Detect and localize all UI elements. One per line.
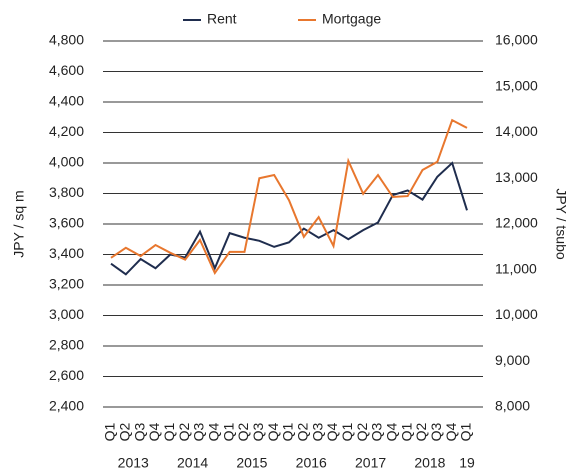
y-tick-label: 3,600 bbox=[49, 215, 84, 231]
y-axis-label: JPY / sq m bbox=[11, 190, 27, 257]
y2-tick-label: 13,000 bbox=[495, 169, 538, 185]
x-tick-label: Q4 bbox=[265, 422, 281, 441]
year-label: 19 bbox=[459, 455, 475, 471]
x-tick-label: Q4 bbox=[206, 422, 222, 441]
year-label: 2017 bbox=[355, 455, 386, 471]
x-tick-label: Q1 bbox=[339, 422, 355, 441]
x-tick-label: Q3 bbox=[309, 422, 325, 441]
y-tick-label: 3,200 bbox=[49, 276, 84, 292]
x-tick-label: Q1 bbox=[458, 422, 474, 441]
y-tick-label: 4,800 bbox=[49, 32, 84, 48]
y2-tick-label: 16,000 bbox=[495, 32, 538, 48]
y2-tick-label: 15,000 bbox=[495, 77, 538, 93]
x-tick-label: Q2 bbox=[176, 422, 192, 441]
y-tick-label: 4,400 bbox=[49, 93, 84, 109]
x-tick-label: Q2 bbox=[235, 422, 251, 441]
y2-tick-label: 11,000 bbox=[495, 260, 537, 276]
y-tick-label: 3,000 bbox=[49, 306, 84, 322]
x-tick-label: Q1 bbox=[398, 422, 414, 441]
y-tick-label: 3,400 bbox=[49, 245, 84, 261]
y2-tick-label: 8,000 bbox=[495, 398, 530, 414]
x-tick-label: Q3 bbox=[428, 422, 444, 441]
y2-tick-label: 12,000 bbox=[495, 215, 538, 231]
y2-axis-label: JPY / tsubo bbox=[553, 188, 566, 260]
x-tick-label: Q1 bbox=[280, 422, 296, 441]
x-tick-label: Q4 bbox=[324, 422, 340, 441]
x-tick-label: Q1 bbox=[220, 422, 236, 441]
year-label: 2015 bbox=[236, 455, 267, 471]
year-label: 2014 bbox=[177, 455, 208, 471]
y-tick-label: 4,000 bbox=[49, 154, 84, 170]
x-tick-label: Q4 bbox=[443, 422, 459, 441]
y-tick-label: 4,600 bbox=[49, 62, 84, 78]
x-tick-label: Q3 bbox=[369, 422, 385, 441]
x-tick-label: Q1 bbox=[102, 422, 118, 441]
y-tick-label: 4,200 bbox=[49, 123, 84, 139]
y2-tick-label: 9,000 bbox=[495, 352, 530, 368]
x-tick-label: Q4 bbox=[384, 422, 400, 441]
year-label: 2016 bbox=[296, 455, 327, 471]
x-tick-label: Q3 bbox=[250, 422, 266, 441]
x-tick-label: Q1 bbox=[161, 422, 177, 441]
line-series bbox=[110, 161, 468, 276]
x-tick-label: Q3 bbox=[191, 422, 207, 441]
x-tick-label: Q4 bbox=[146, 422, 162, 441]
year-label: 2018 bbox=[414, 455, 445, 471]
x-tick-label: Q2 bbox=[295, 422, 311, 441]
x-tick-label: Q3 bbox=[131, 422, 147, 441]
y-tick-label: 2,800 bbox=[49, 337, 84, 353]
x-tick-label: Q2 bbox=[117, 422, 133, 441]
year-label: 2013 bbox=[118, 455, 149, 471]
legend-label: Rent bbox=[207, 11, 237, 27]
y-tick-label: 2,400 bbox=[49, 398, 84, 414]
y2-tick-label: 10,000 bbox=[495, 306, 538, 322]
x-tick-label: Q2 bbox=[413, 422, 429, 441]
y-tick-label: 3,800 bbox=[49, 184, 84, 200]
y2-tick-label: 14,000 bbox=[495, 123, 538, 139]
line-series bbox=[110, 118, 468, 275]
y-tick-label: 2,600 bbox=[49, 367, 84, 383]
legend-label: Mortgage bbox=[322, 11, 381, 27]
x-tick-label: Q2 bbox=[354, 422, 370, 441]
